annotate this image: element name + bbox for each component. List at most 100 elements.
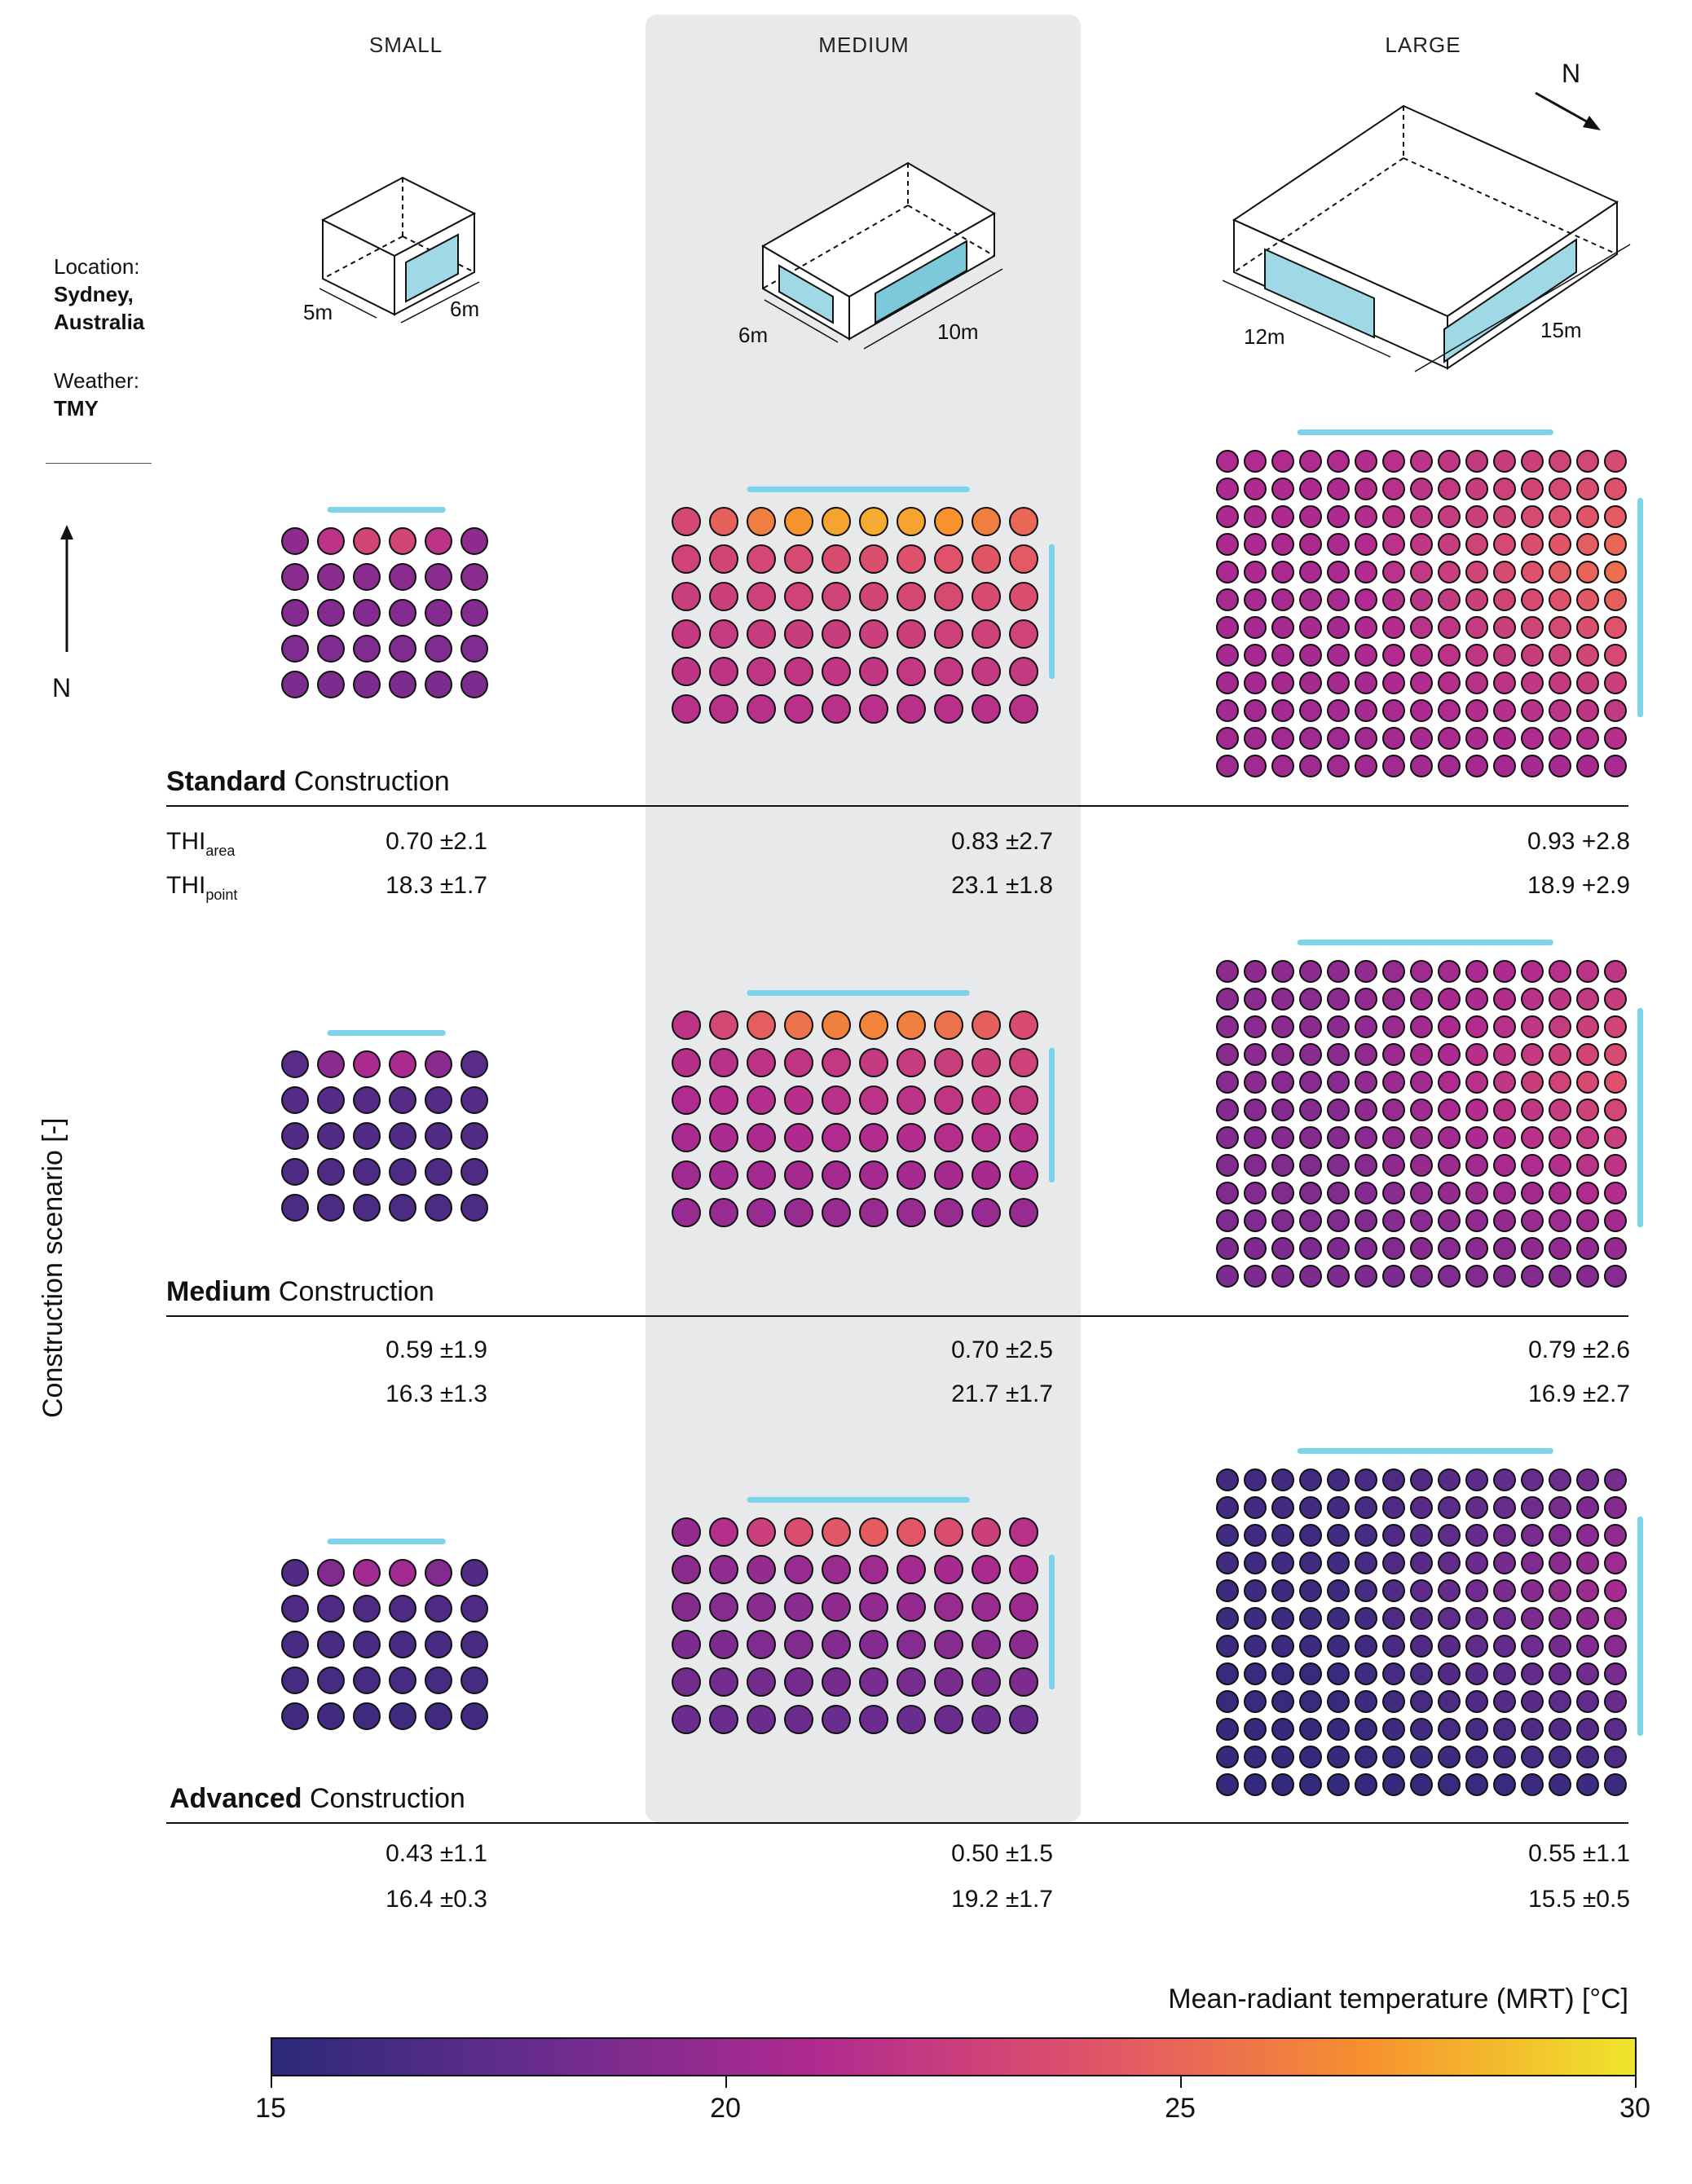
sensor-point — [1493, 1746, 1516, 1768]
sensor-point — [1521, 1209, 1544, 1232]
sensor-point — [1438, 960, 1461, 983]
window-bar-top — [1297, 429, 1553, 435]
sensor-point — [281, 1194, 309, 1222]
sensor-point — [934, 1667, 963, 1697]
thi-area-sub: area — [205, 843, 236, 859]
sensor-point — [317, 1122, 345, 1150]
sensor-point — [389, 527, 416, 555]
sensor-point — [822, 1198, 851, 1227]
colorbar-title: Mean-radiant temperature (MRT) [°C] — [1168, 1984, 1628, 2014]
sensor-point — [709, 1160, 738, 1190]
sensor-point — [1244, 960, 1267, 983]
sensor-point — [1382, 960, 1405, 983]
sensor-point — [1355, 1209, 1377, 1232]
sensor-point — [281, 635, 309, 663]
sensor-point — [1244, 1552, 1267, 1574]
scenario-bold-medium: Medium — [166, 1276, 271, 1307]
sensor-point — [1465, 561, 1488, 583]
window-bar-side — [1637, 497, 1643, 718]
sensor-point — [934, 544, 963, 574]
sensor-point — [972, 1048, 1001, 1077]
sensor-point — [1244, 699, 1267, 722]
sensor-point — [1438, 588, 1461, 611]
sensor-point — [822, 1048, 851, 1077]
sensor-point — [1244, 478, 1267, 500]
sensor-point — [1327, 1690, 1350, 1713]
sensor-point — [281, 563, 309, 591]
sensor-point — [1271, 1552, 1294, 1574]
sensor-point — [1576, 1690, 1599, 1713]
sensor-point — [1216, 1579, 1239, 1602]
sensor-point — [1521, 1468, 1544, 1491]
sensor-point — [1410, 616, 1433, 639]
colorbar-gradient — [271, 2037, 1637, 2076]
sensor-point — [709, 1630, 738, 1659]
sensor-point — [1244, 727, 1267, 750]
building-large-icon — [1223, 104, 1631, 372]
sensor-point — [1465, 588, 1488, 611]
sensor-point — [1576, 1071, 1599, 1094]
thi-area-advanced-small: 0.43 ±1.1 — [386, 1840, 487, 1867]
sensor-point — [1493, 450, 1516, 473]
sensor-point — [1299, 1552, 1322, 1574]
sensor-point — [747, 1123, 776, 1152]
sensor-point — [1355, 1099, 1377, 1121]
sensor-point — [1576, 533, 1599, 556]
sensor-point — [934, 1198, 963, 1227]
sensor-point — [1410, 1071, 1433, 1094]
sensor-point — [389, 1702, 416, 1730]
sensor-point — [1009, 1630, 1038, 1659]
sensor-point — [1271, 478, 1294, 500]
sensor-point — [1604, 1182, 1627, 1204]
sensor-point — [1327, 1524, 1350, 1547]
sensor-point — [1410, 1607, 1433, 1630]
window-bar-top — [747, 1497, 970, 1503]
sensor-point — [281, 671, 309, 698]
sensor-point — [1438, 1468, 1461, 1491]
sensor-point — [1009, 1667, 1038, 1697]
sensor-point — [1009, 1517, 1038, 1547]
sensor-point — [1410, 1690, 1433, 1713]
sensor-point — [1493, 1071, 1516, 1094]
sensor-point — [709, 1667, 738, 1697]
sensor-point — [1327, 671, 1350, 694]
sensor-point — [1355, 1126, 1377, 1149]
divider-advanced — [166, 1822, 1628, 1824]
sensor-point — [822, 1011, 851, 1040]
sensor-point — [1493, 1154, 1516, 1177]
window-bar-top — [747, 487, 970, 492]
sensor-point — [1549, 1468, 1571, 1491]
sensor-point — [859, 619, 888, 649]
sensor-point — [1244, 1690, 1267, 1713]
sensor-point — [1604, 1552, 1627, 1574]
sensor-point — [1216, 1265, 1239, 1288]
sensor-point — [1271, 616, 1294, 639]
sensor-point — [784, 582, 813, 611]
divider-medium — [166, 1315, 1628, 1317]
sensor-point — [1216, 588, 1239, 611]
sensor-point — [1549, 1071, 1571, 1094]
sensor-point — [353, 527, 381, 555]
sensor-point — [1465, 1496, 1488, 1519]
north-arrow-diagonal-icon — [1535, 91, 1601, 130]
sensor-point — [897, 1705, 926, 1734]
sensor-point — [1493, 478, 1516, 500]
sensor-point — [747, 694, 776, 724]
sensor-point — [1271, 1071, 1294, 1094]
sensor-point — [859, 1123, 888, 1152]
window-bar-top — [747, 990, 970, 996]
sensor-point — [1438, 727, 1461, 750]
dim-large-width: 15m — [1540, 318, 1582, 342]
sensor-point — [1244, 588, 1267, 611]
sensor-point — [1271, 1209, 1294, 1232]
sensor-point — [317, 1086, 345, 1114]
sensor-point — [1493, 1552, 1516, 1574]
sensor-point — [1327, 1746, 1350, 1768]
sensor-point — [934, 1555, 963, 1584]
sensor-point — [1438, 644, 1461, 667]
sensor-point — [317, 1194, 345, 1222]
sensor-point — [460, 1194, 488, 1222]
sensor-point — [1549, 450, 1571, 473]
building-medium-icon — [761, 161, 1003, 350]
sensor-point — [859, 1011, 888, 1040]
